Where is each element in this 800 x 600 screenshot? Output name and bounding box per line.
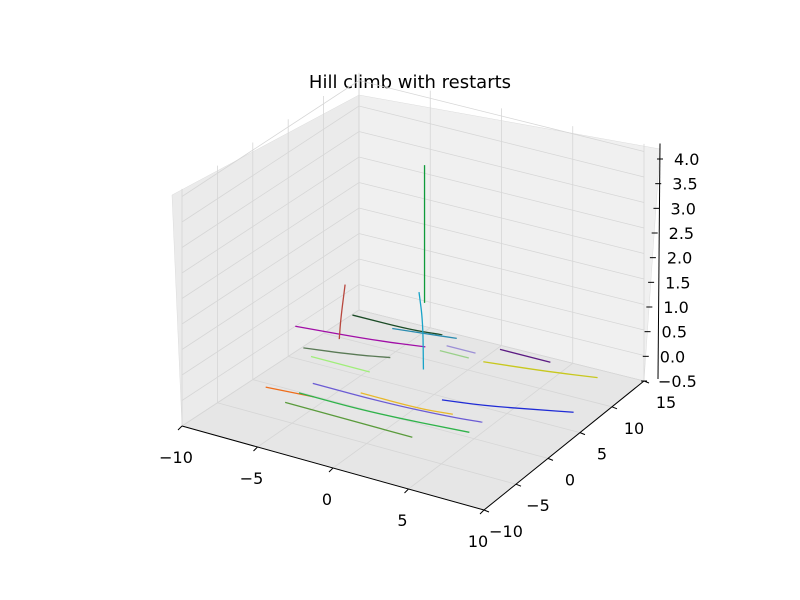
y-tick	[515, 483, 522, 487]
y-tick-label: 0	[565, 470, 575, 489]
x-tick	[177, 425, 183, 431]
grid-line	[217, 402, 517, 485]
series-line	[298, 392, 470, 433]
grid-line	[181, 182, 645, 299]
z-tick-label: 0.0	[660, 347, 685, 366]
y-tick-label: 5	[597, 445, 607, 464]
x-tick-label: −10	[159, 448, 193, 467]
series-layer	[265, 165, 598, 438]
grid-line	[257, 327, 431, 448]
z-axis-line	[657, 143, 661, 380]
y-tick	[611, 406, 618, 410]
grid-line	[181, 131, 645, 248]
x-tick-label: 5	[397, 511, 407, 530]
y-tick-label: −5	[526, 496, 550, 515]
y-tick	[579, 432, 586, 436]
grid-line	[408, 362, 573, 490]
series-line	[483, 361, 598, 379]
x-tick-label: 10	[468, 532, 488, 551]
series-line	[284, 401, 413, 438]
series-line	[295, 325, 426, 348]
y-tick-label: 15	[656, 393, 676, 412]
series-line	[352, 314, 443, 336]
grid-line	[181, 156, 645, 274]
series-line	[310, 355, 370, 373]
grid-line	[181, 258, 645, 376]
grid-lines	[181, 72, 645, 511]
y-tick-label: 10	[624, 419, 644, 438]
grid-line	[181, 284, 645, 401]
x-tick	[253, 446, 258, 452]
y-tick	[483, 509, 490, 513]
z-tick-label: −0.5	[658, 372, 697, 391]
series-line	[360, 392, 453, 415]
x-tick-label: −5	[240, 469, 264, 488]
z-tick-label: 3.0	[670, 199, 695, 218]
grid-line	[181, 207, 645, 325]
z-tick-label: 1.0	[663, 298, 688, 317]
series-line	[303, 347, 391, 359]
series-line	[392, 327, 457, 340]
z-tick-label: 3.5	[672, 175, 697, 194]
x-tick	[479, 509, 485, 515]
series-line	[499, 348, 551, 363]
series-line	[446, 345, 476, 354]
y-axis-line	[483, 380, 645, 511]
series-line	[418, 292, 425, 370]
x-tick	[404, 488, 409, 494]
series-line	[338, 284, 346, 340]
grid-line	[181, 309, 645, 427]
z-tick-label: 0.5	[662, 323, 687, 342]
grid-line	[332, 345, 502, 469]
grid-line	[181, 105, 645, 223]
series-line	[439, 349, 469, 359]
tick-layer: −10−50510−10−5051015−0.50.00.51.01.52.02…	[159, 150, 699, 551]
z-tick-label: 2.0	[667, 249, 692, 268]
series-line	[441, 399, 574, 413]
z-tick-label: 4.0	[674, 150, 699, 169]
grid-line	[181, 233, 645, 350]
chart-title: Hill climb with restarts	[308, 72, 512, 93]
x-tick-label: 0	[322, 490, 332, 509]
y-tick	[547, 457, 554, 461]
grid-line	[323, 332, 613, 408]
z-tick-label: 2.5	[669, 224, 694, 243]
y-tick-label: −10	[489, 522, 523, 541]
grid-line	[181, 80, 645, 197]
grid-line	[288, 356, 581, 433]
z-tick-label: 1.5	[665, 273, 690, 292]
x-tick	[328, 467, 334, 473]
series-line	[312, 382, 483, 423]
